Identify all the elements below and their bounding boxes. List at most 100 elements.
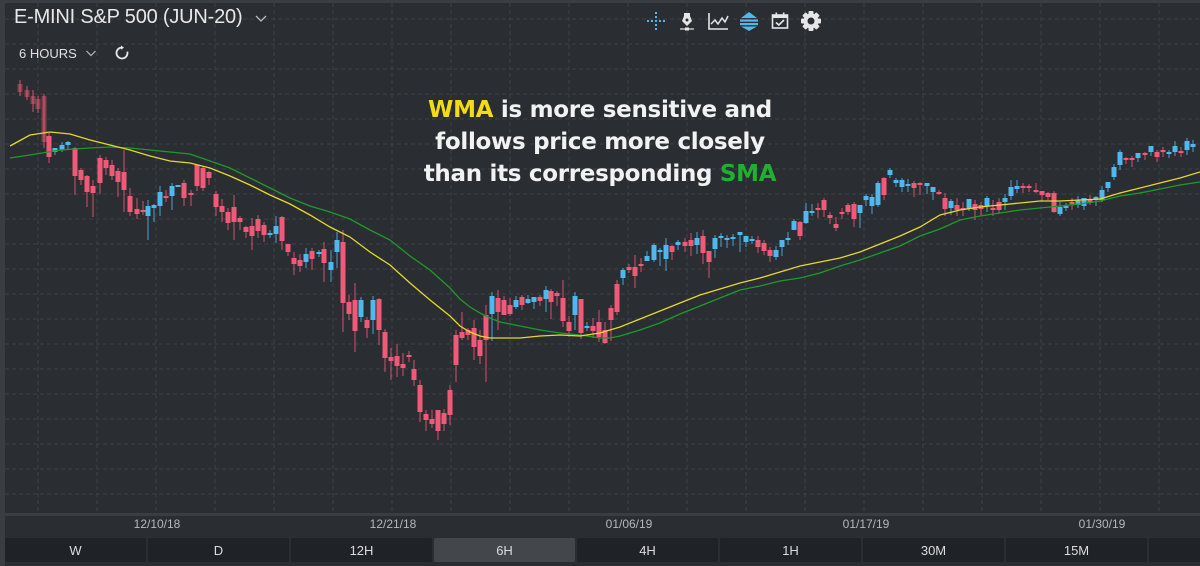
timeframe-button-12h[interactable]: 12H	[291, 538, 432, 562]
candle[interactable]	[394, 344, 400, 377]
candle[interactable]	[584, 322, 590, 331]
candle[interactable]	[225, 208, 231, 230]
candle[interactable]	[471, 320, 477, 360]
candle[interactable]	[175, 185, 181, 187]
candle[interactable]	[761, 240, 767, 255]
candle[interactable]	[718, 233, 724, 247]
events-calendar-button[interactable]	[769, 10, 791, 32]
candle[interactable]	[237, 216, 243, 230]
candle[interactable]	[700, 230, 706, 264]
candle[interactable]	[1063, 203, 1069, 211]
timeframe-button-d[interactable]: D	[148, 538, 289, 562]
instrument-title[interactable]: E-MINI S&P 500 (JUN-20)	[14, 6, 243, 28]
candle[interactable]	[863, 194, 869, 206]
candle[interactable]	[65, 141, 71, 149]
candle[interactable]	[340, 230, 346, 332]
candle[interactable]	[1002, 194, 1008, 210]
timeframe-button-1h[interactable]: 1H	[720, 538, 861, 562]
candle[interactable]	[1111, 164, 1117, 180]
candle[interactable]	[608, 305, 614, 341]
candle[interactable]	[483, 305, 489, 382]
candle[interactable]	[893, 178, 899, 187]
candle[interactable]	[140, 201, 146, 215]
candle[interactable]	[905, 179, 911, 192]
candle[interactable]	[1160, 147, 1166, 157]
candle[interactable]	[638, 258, 644, 272]
candle[interactable]	[213, 191, 219, 216]
settings-button[interactable]	[800, 10, 822, 32]
candle[interactable]	[465, 328, 471, 340]
candle[interactable]	[978, 202, 984, 215]
candle[interactable]	[1045, 192, 1051, 200]
candle[interactable]	[316, 250, 322, 257]
candle[interactable]	[334, 232, 340, 268]
candle[interactable]	[887, 168, 893, 178]
candle[interactable]	[163, 190, 169, 202]
candle[interactable]	[899, 178, 905, 192]
candle[interactable]	[1154, 150, 1160, 162]
candle[interactable]	[851, 202, 857, 227]
candle[interactable]	[626, 264, 632, 273]
candle[interactable]	[1148, 146, 1154, 156]
candle[interactable]	[1135, 153, 1141, 162]
candle[interactable]	[219, 199, 225, 222]
candle[interactable]	[996, 198, 1002, 214]
candle[interactable]	[537, 295, 543, 306]
candle[interactable]	[857, 205, 863, 228]
candle[interactable]	[1129, 156, 1135, 167]
candle[interactable]	[157, 186, 163, 216]
candle[interactable]	[231, 195, 237, 240]
candle[interactable]	[243, 226, 249, 238]
candle[interactable]	[809, 204, 815, 216]
candle[interactable]	[1190, 140, 1196, 152]
candle[interactable]	[1178, 147, 1184, 157]
candle[interactable]	[1033, 183, 1039, 193]
candle[interactable]	[321, 242, 327, 282]
candle[interactable]	[507, 298, 513, 316]
candle[interactable]	[435, 410, 441, 440]
candle[interactable]	[614, 280, 620, 315]
candle[interactable]	[845, 203, 851, 215]
candle[interactable]	[602, 322, 608, 344]
candle[interactable]	[773, 246, 779, 260]
candle[interactable]	[1142, 152, 1148, 160]
candle[interactable]	[1057, 202, 1063, 216]
candle[interactable]	[121, 150, 127, 212]
candle[interactable]	[930, 187, 936, 200]
candle[interactable]	[267, 230, 273, 238]
candle[interactable]	[1172, 141, 1178, 156]
candle[interactable]	[145, 200, 151, 240]
candle[interactable]	[1039, 191, 1045, 201]
candle[interactable]	[572, 292, 578, 330]
candle[interactable]	[200, 166, 206, 191]
candle[interactable]	[632, 255, 638, 288]
candle[interactable]	[620, 268, 626, 285]
candle[interactable]	[249, 218, 255, 250]
refresh-icon[interactable]	[113, 44, 131, 62]
candle[interactable]	[797, 221, 803, 240]
candle[interactable]	[400, 353, 406, 376]
candle[interactable]	[543, 286, 549, 312]
candle[interactable]	[328, 250, 334, 282]
candle[interactable]	[675, 240, 681, 250]
candle[interactable]	[97, 155, 103, 194]
timeframe-button-4h[interactable]: 4H	[577, 538, 718, 562]
candle[interactable]	[706, 251, 712, 278]
candle[interactable]	[109, 160, 115, 180]
price-chart[interactable]	[5, 3, 1200, 513]
candle[interactable]	[358, 297, 364, 322]
candle[interactable]	[261, 222, 267, 242]
candle[interactable]	[1051, 191, 1057, 213]
candle[interactable]	[917, 182, 923, 195]
candle[interactable]	[712, 235, 718, 258]
candle[interactable]	[590, 318, 596, 338]
candle[interactable]	[1099, 186, 1105, 202]
candle[interactable]	[17, 80, 23, 96]
candle[interactable]	[936, 190, 942, 195]
candle[interactable]	[169, 183, 175, 210]
candle[interactable]	[1008, 180, 1014, 200]
candle[interactable]	[489, 292, 495, 341]
candle[interactable]	[46, 133, 52, 163]
candle[interactable]	[1117, 150, 1123, 170]
candle[interactable]	[206, 171, 212, 185]
